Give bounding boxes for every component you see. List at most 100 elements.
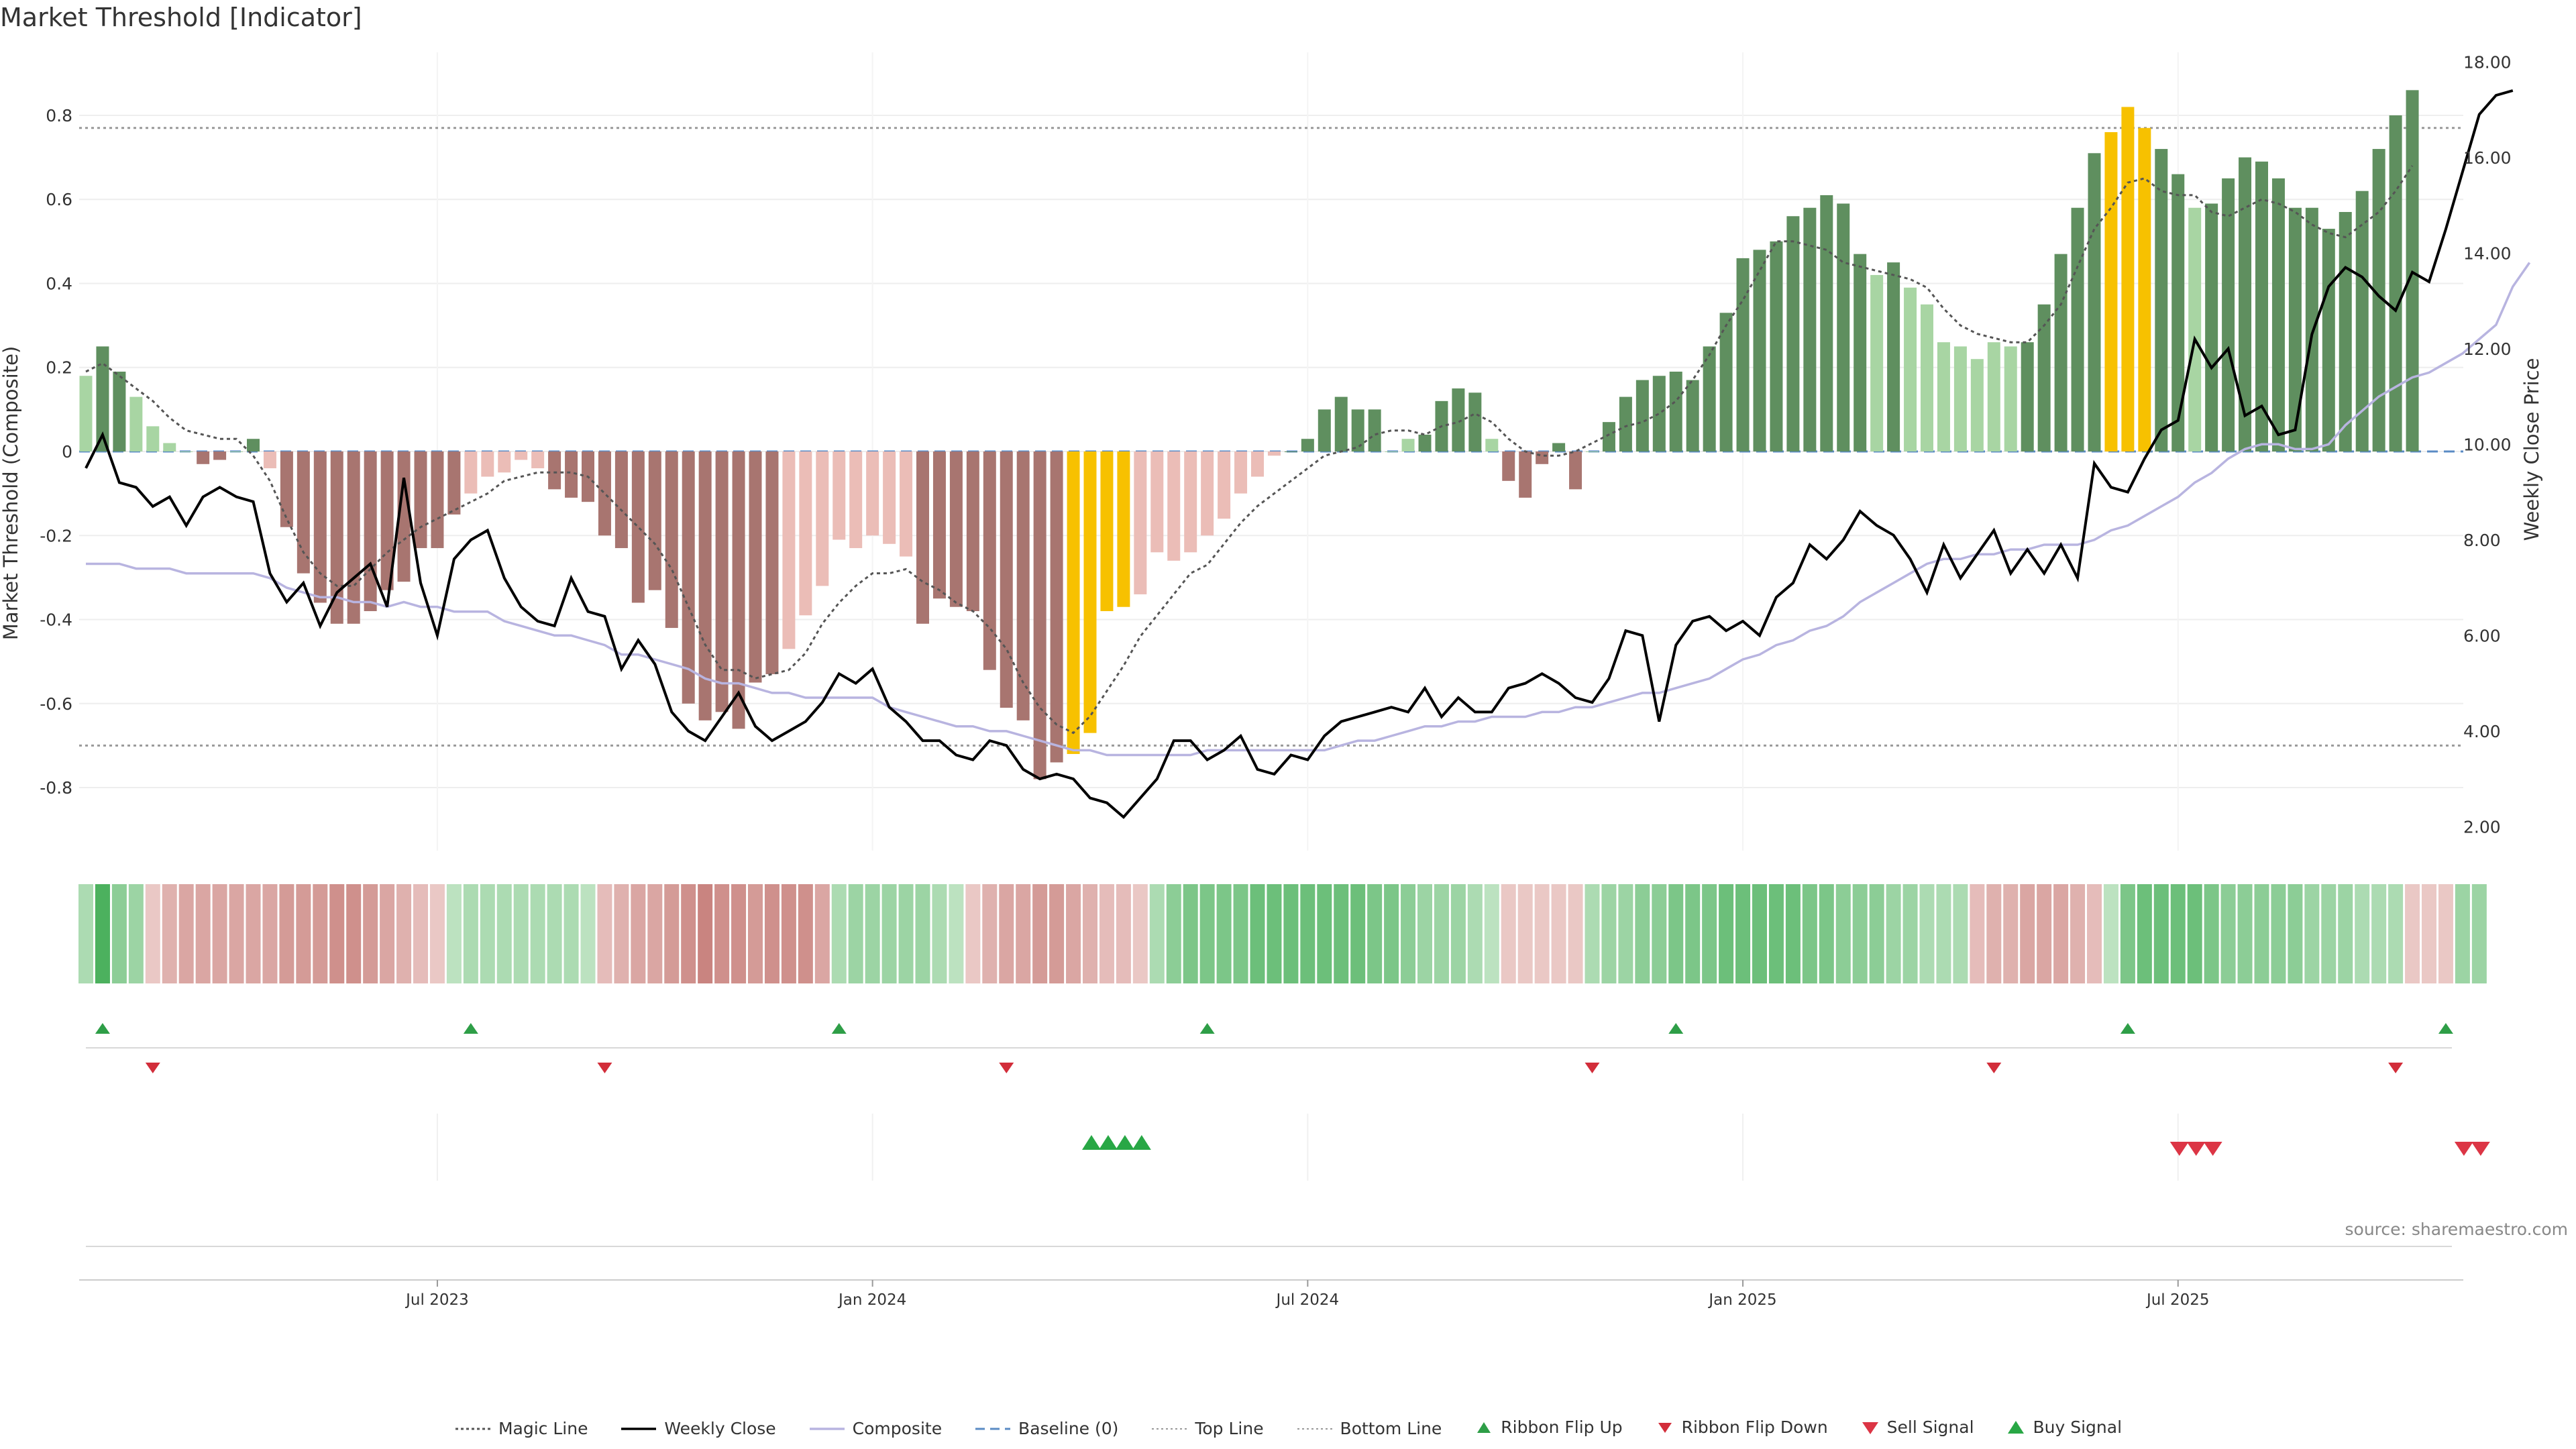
ribbon-flip-up-marker	[1668, 1023, 1684, 1034]
composite-bar	[2255, 161, 2268, 451]
y-axis-title: Market Threshold (Composite)	[0, 346, 22, 640]
ribbon-cell	[1467, 884, 1483, 983]
composite-bar	[1887, 262, 1900, 451]
ribbon-cell	[898, 884, 914, 983]
ribbon-cell	[1132, 884, 1148, 983]
legend-item-ribbon-flip-up: Ribbon Flip Up	[1474, 1417, 1623, 1437]
y2-tick-label: 18.00	[2463, 52, 2512, 72]
composite-bar	[230, 451, 244, 452]
composite-bar	[531, 451, 545, 469]
legend-label: Top Line	[1195, 1419, 1264, 1438]
ribbon-cell	[229, 884, 244, 983]
composite-bar	[1033, 451, 1046, 780]
ribbon-flip-up-marker	[95, 1023, 110, 1034]
composite-bar	[247, 439, 260, 451]
ribbon-cell	[2170, 884, 2186, 983]
ribbon-cell	[2020, 884, 2035, 983]
y-tick-label: -0.4	[40, 610, 72, 630]
ribbon-cell	[881, 884, 897, 983]
composite-bar	[1334, 396, 1348, 451]
composite-bar	[146, 426, 160, 451]
triangle-up-icon	[2008, 1420, 2025, 1434]
ribbon-cell	[145, 884, 160, 983]
ribbon-cell	[2120, 884, 2135, 983]
composite-bar	[2322, 229, 2335, 451]
ribbon-cell	[1886, 884, 1901, 983]
composite-bar	[614, 451, 628, 549]
composite-bars	[79, 90, 2419, 780]
ribbon-cell	[1049, 884, 1065, 983]
ribbon-cell	[1702, 884, 1717, 983]
ribbon-cell	[296, 884, 311, 983]
ribbon-cell	[2438, 884, 2453, 983]
composite-bar	[431, 451, 444, 549]
composite-bar	[1016, 451, 1030, 720]
ribbon-cell	[631, 884, 646, 983]
composite-bar	[397, 451, 411, 582]
composite-bar	[313, 451, 327, 603]
composite-bar	[1502, 451, 1515, 481]
buy-signal-marker	[1132, 1135, 1151, 1150]
ribbon-cell	[1434, 884, 1449, 983]
ribbon-cell	[664, 884, 680, 983]
legend-label: Magic Line	[498, 1419, 588, 1438]
ribbon-cell	[949, 884, 964, 983]
composite-bar	[1686, 380, 1699, 451]
composite-bar	[916, 451, 929, 624]
ribbon-cell	[1083, 884, 1097, 983]
legend: Magic Line Weekly Close Composite Baseli…	[0, 1417, 2576, 1440]
ribbon-cell	[2237, 884, 2253, 983]
composite-bar	[297, 451, 310, 574]
composite-bar	[1150, 451, 1164, 553]
ribbon-cell	[798, 884, 813, 983]
composite-bar	[2288, 207, 2302, 451]
composite-bar	[129, 396, 143, 451]
ribbon-cell	[848, 884, 863, 983]
composite-bar	[648, 451, 661, 590]
composite-bar	[2271, 178, 2285, 451]
ribbon-cell	[564, 884, 579, 983]
ribbon-cell	[982, 884, 998, 983]
composite-bar	[2138, 127, 2151, 451]
composite-bar	[1267, 451, 1281, 456]
ribbon-cell	[111, 884, 127, 983]
triangle-up-icon	[1477, 1421, 1491, 1433]
composite-bar	[1602, 422, 1615, 451]
y-tick-label: 0.2	[46, 358, 72, 378]
composite-line	[86, 262, 2531, 757]
ribbon-cell	[513, 884, 529, 983]
composite-bar	[1318, 409, 1331, 451]
y-axis-left: -0.8 -0.6 -0.4 -0.2 0 0.2 0.4 0.6 0.8	[40, 106, 72, 798]
legend-item-baseline: Baseline (0)	[974, 1419, 1118, 1438]
ribbon-cell	[2455, 884, 2470, 983]
legend-bottom-line-swatch	[1297, 1428, 1332, 1430]
ribbon-cell	[714, 884, 730, 983]
composite-bar	[1854, 254, 1867, 451]
ribbon-strip	[78, 884, 2487, 983]
ribbon-cell	[496, 884, 512, 983]
ribbon-flip-down-marker	[145, 1063, 160, 1073]
composite-bar	[1536, 451, 1549, 464]
ribbon-cell	[1936, 884, 1951, 983]
composite-bar	[665, 451, 678, 629]
composite-bar	[2021, 342, 2034, 451]
y2-axis-title: Weekly Close Price	[2520, 358, 2543, 541]
weekly-close-line	[85, 89, 2514, 819]
composite-bar	[949, 451, 963, 607]
composite-bar	[1167, 451, 1181, 561]
ribbon-cell	[1852, 884, 1868, 983]
ribbon-cell	[329, 884, 345, 983]
ribbon-cell	[1585, 884, 1600, 983]
ribbon-cell	[1199, 884, 1215, 983]
ribbon-cell	[764, 884, 780, 983]
composite-bar	[983, 451, 996, 670]
composite-bar	[464, 451, 478, 494]
ribbon-cell	[1835, 884, 1851, 983]
sell-signal-marker	[2186, 1142, 2206, 1156]
composite-bar	[2104, 132, 2118, 451]
magic-line	[85, 165, 2414, 735]
composite-bar	[2071, 207, 2084, 451]
ribbon-cell	[463, 884, 478, 983]
ribbon-cell	[2037, 884, 2052, 983]
